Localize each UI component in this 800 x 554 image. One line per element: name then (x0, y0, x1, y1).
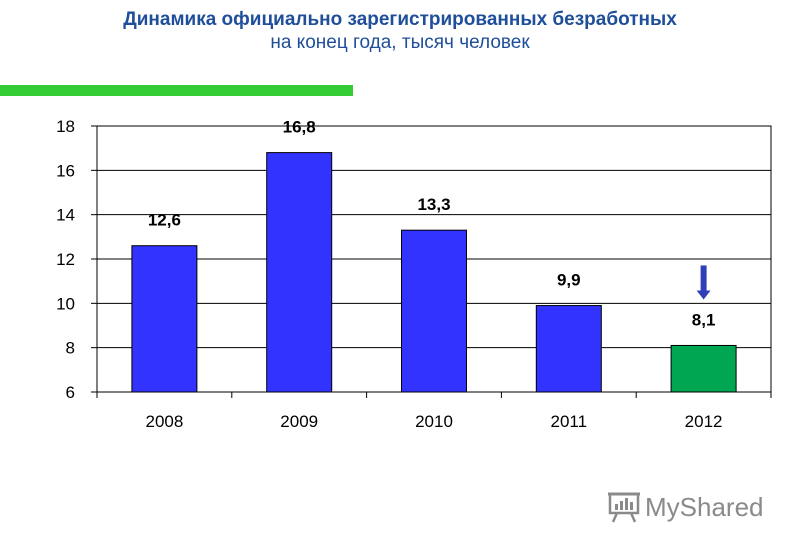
accent-bar (0, 85, 353, 96)
bar-2010 (401, 229, 467, 393)
x-tick-label: 2009 (280, 412, 318, 431)
watermark: MyShared (607, 487, 767, 527)
bar-2009 (266, 152, 333, 393)
chart-subtitle: на конец года, тысяч человек (270, 32, 530, 53)
x-tick-label: 2011 (551, 412, 588, 431)
watermark-text: MyShared (645, 491, 764, 522)
bar-2008 (131, 245, 198, 393)
y-tick-label: 18 (56, 117, 75, 136)
data-label: 8,1 (692, 310, 716, 329)
annotation (696, 265, 711, 300)
bar-2011 (535, 305, 602, 393)
y-tick-label: 12 (56, 250, 75, 269)
data-label: 13,3 (417, 195, 450, 214)
data-label: 9,9 (557, 271, 581, 290)
x-tick-label: 2008 (145, 412, 183, 431)
y-tick-label: 8 (66, 339, 75, 358)
presentation-board-icon (608, 492, 640, 523)
y-tick-label: 10 (56, 294, 75, 313)
y-tick-label: 16 (56, 161, 75, 180)
plot-border (96, 125, 772, 393)
down-arrow-icon (696, 265, 711, 300)
x-tick-label: 2012 (685, 412, 723, 431)
chart-header: Динамика официально зарегистрированных б… (0, 8, 800, 54)
plot-frame (91, 125, 772, 398)
data-label: 12,6 (148, 211, 181, 230)
y-tick-label: 14 (56, 206, 75, 225)
labels: 6 8 10 12 14 16 18 2008 12,6 2009 16,8 2010 13,3 2011… (56, 117, 722, 431)
x-tick-label: 2010 (415, 412, 453, 431)
bars (131, 152, 737, 393)
chart-title: Динамика официально зарегистрированных б… (123, 9, 677, 30)
y-tick-label: 6 (66, 383, 75, 402)
data-label: 16,8 (283, 118, 316, 137)
bar-2012 (670, 344, 737, 393)
